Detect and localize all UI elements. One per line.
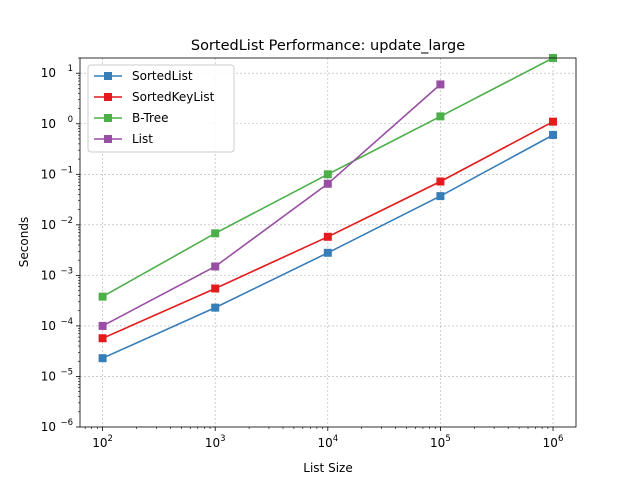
data-point [323, 232, 332, 241]
x-tick-base: 10 [92, 436, 107, 450]
data-point [549, 117, 558, 126]
legend: SortedList SortedKeyList B-Tree List [87, 64, 235, 153]
y-tick-label: 10 −2 [41, 216, 73, 232]
series-sortedkeylist [98, 117, 558, 343]
y-tick-exponent: 0 [68, 115, 73, 125]
data-point [211, 284, 220, 293]
legend-entry: List [94, 132, 153, 146]
series-line [102, 83, 441, 327]
data-point [436, 80, 445, 89]
x-tick-exponent: 6 [558, 434, 563, 444]
legend-label: SortedList [132, 69, 193, 83]
data-point [323, 170, 332, 179]
x-tick-exponent: 5 [445, 434, 450, 444]
y-tick-exponent: −1 [60, 165, 73, 175]
legend-label: SortedKeyList [132, 90, 215, 104]
y-axis-label: Seconds [17, 217, 31, 267]
y-tick-base: 10 [41, 167, 56, 181]
data-point [436, 177, 445, 186]
y-tick-base: 10 [41, 218, 56, 232]
x-tick-label: 105 [430, 434, 451, 450]
y-tick-label: 10 −5 [41, 367, 73, 383]
x-tick-base: 10 [317, 436, 332, 450]
y-tick-exponent: −4 [60, 317, 73, 327]
legend-marker [104, 135, 112, 143]
data-point [98, 292, 107, 301]
y-tick-base: 10 [41, 369, 56, 383]
legend-marker [104, 93, 112, 101]
y-tick-label: 10 −3 [41, 266, 73, 282]
x-tick-base: 10 [543, 436, 558, 450]
x-tick-exponent: 2 [108, 434, 113, 444]
x-tick-label: 106 [543, 434, 564, 450]
legend-entry: SortedList [94, 69, 193, 83]
legend-entry: B-Tree [94, 111, 168, 125]
x-tick-label: 102 [92, 434, 113, 450]
x-tick-exponent: 4 [333, 434, 338, 444]
y-tick-label: 10 −1 [41, 165, 73, 181]
y-tick-base: 10 [41, 420, 56, 434]
y-tick-exponent: 1 [68, 64, 73, 74]
legend-entry: SortedKeyList [94, 90, 215, 104]
y-tick-label: 10 −6 [41, 418, 73, 434]
y-tick-label: 10 0 [41, 115, 73, 131]
series-sortedlist [98, 130, 558, 363]
legend-label: B-Tree [132, 111, 168, 125]
y-tick-exponent: −2 [60, 216, 73, 226]
data-point [436, 112, 445, 121]
y-tick-base: 10 [41, 319, 56, 333]
data-point [98, 354, 107, 363]
legend-label: List [132, 132, 153, 146]
data-point [98, 321, 107, 330]
x-tick-label: 104 [317, 434, 338, 450]
data-point [211, 262, 220, 271]
data-point [98, 334, 107, 343]
legend-marker [104, 114, 112, 122]
y-tick-label: 10 1 [41, 64, 73, 80]
data-point [323, 248, 332, 257]
y-tick-exponent: −3 [60, 266, 73, 276]
legend-box [87, 64, 235, 153]
data-point [211, 303, 220, 312]
y-tick-exponent: −5 [60, 367, 73, 377]
series-layer [98, 54, 558, 363]
legend-marker [104, 72, 112, 80]
y-tick-label: 10 −4 [41, 317, 73, 333]
data-point [549, 130, 558, 139]
x-tick-base: 10 [205, 436, 220, 450]
y-tick-base: 10 [41, 66, 56, 80]
chart-title: SortedList Performance: update_large [191, 38, 465, 54]
x-axis-label: List Size [303, 461, 352, 475]
series-list [98, 80, 445, 330]
x-tick-exponent: 3 [220, 434, 225, 444]
y-tick-base: 10 [41, 117, 56, 131]
x-tick-label: 103 [205, 434, 226, 450]
data-point [211, 229, 220, 238]
data-point [323, 179, 332, 188]
y-tick-exponent: −6 [60, 418, 73, 428]
x-tick-base: 10 [430, 436, 445, 450]
y-tick-base: 10 [41, 268, 56, 282]
data-point [436, 192, 445, 201]
